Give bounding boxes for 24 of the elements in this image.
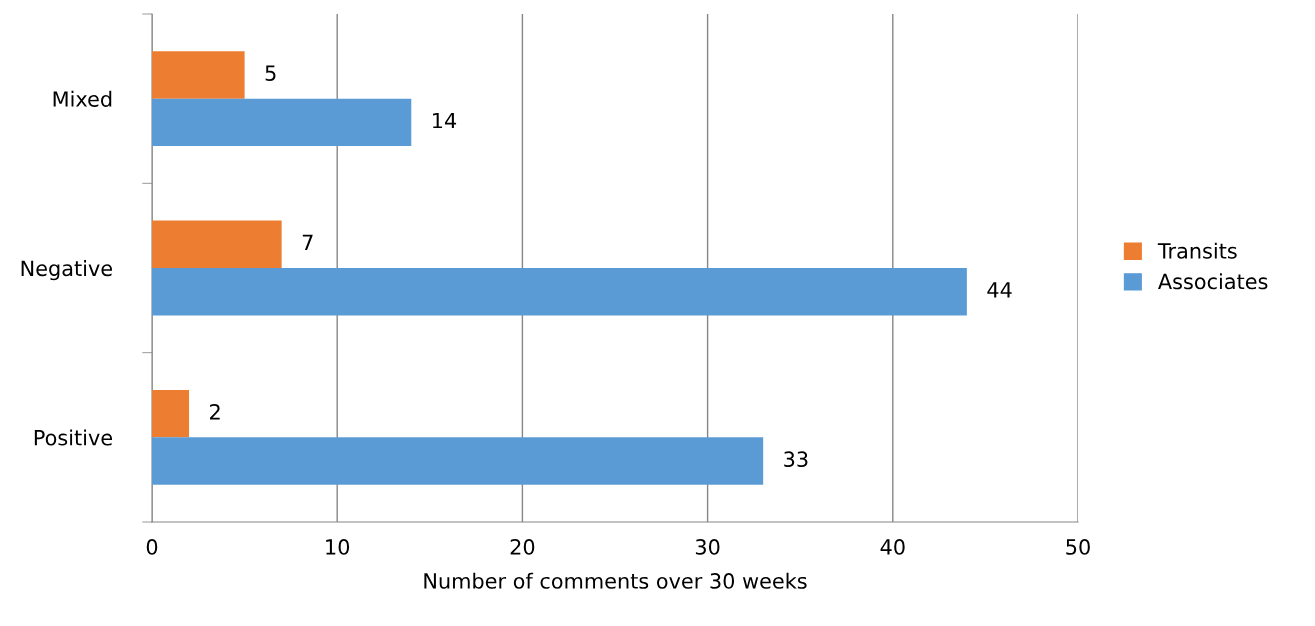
y-tick-label: Positive [34,429,112,446]
x-tick-label: 30 [695,539,720,555]
bar [152,98,412,147]
data-label: 5 [265,65,276,81]
bar [152,220,282,268]
y-tick-label: Mixed [53,90,112,107]
x-tick-label: 40 [880,539,905,555]
x-axis-title: Number of comments over 30 weeks [424,572,807,589]
bar [152,268,967,316]
bar [152,51,245,99]
data-label: 2 [210,403,220,420]
x-tick-label: 10 [326,539,350,555]
bar [152,389,190,438]
legend-label: Associates [1158,273,1268,290]
data-label: 7 [302,234,313,251]
bar [152,437,764,485]
y-tick-label: Negative [21,260,112,281]
data-label: 44 [987,282,1012,298]
data-label: 33 [784,451,808,468]
data-label: 14 [433,112,457,129]
x-tick-label: 50 [1066,539,1090,555]
x-tick-label: 0 [146,539,158,555]
legend-label: Transits [1157,242,1237,259]
x-tick-label: 20 [510,539,535,555]
